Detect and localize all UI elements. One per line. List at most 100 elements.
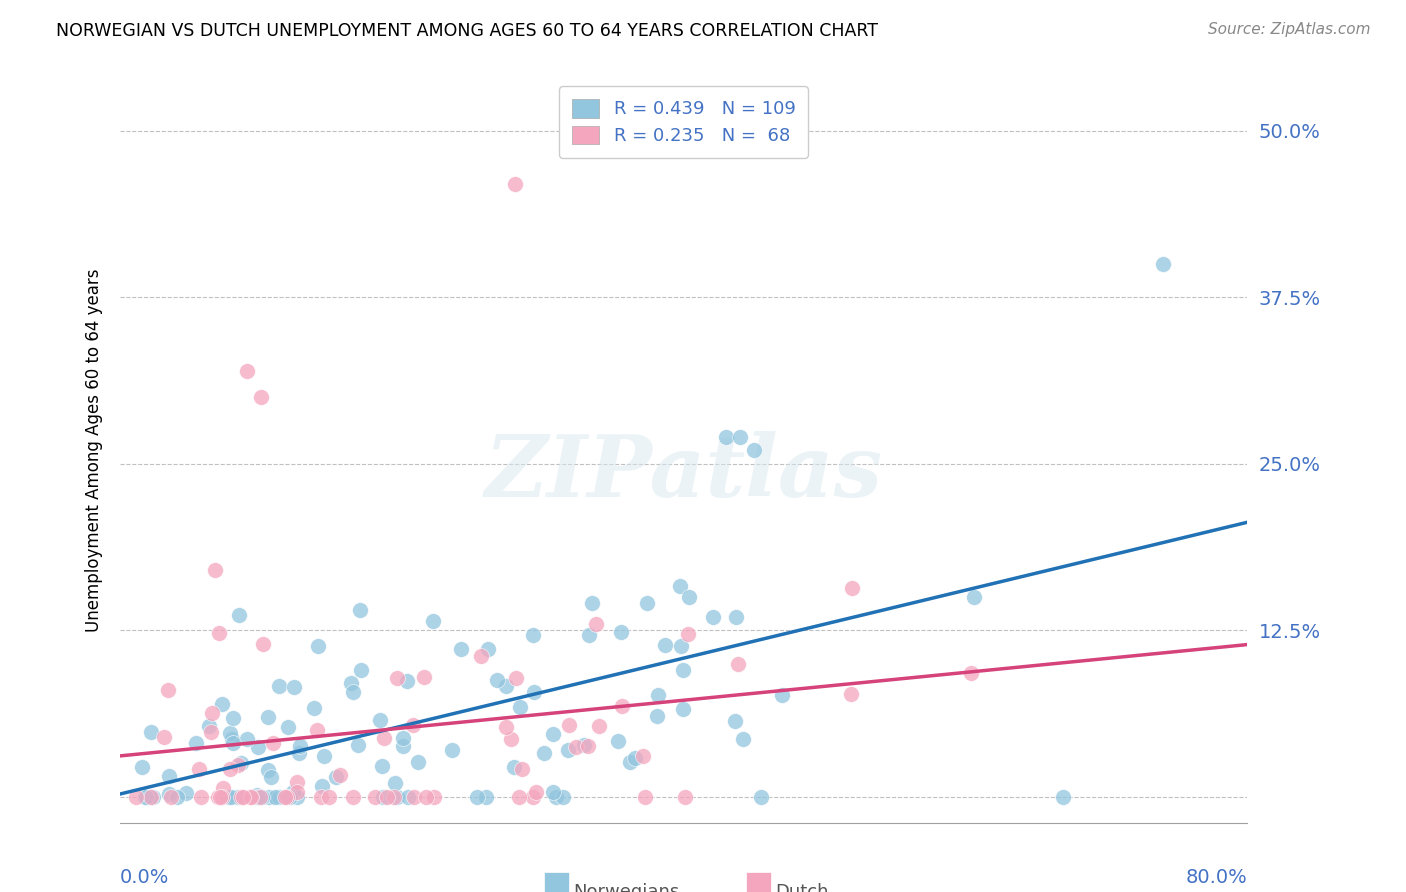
Point [318,789,340,804]
Point [212,780,235,795]
Point [1052,789,1074,804]
Point [505,671,527,685]
Point [236,731,259,746]
Point [153,730,176,744]
Point [135,789,157,804]
Point [565,739,588,754]
Point [218,762,240,776]
Point [276,789,298,804]
Point [495,679,517,693]
Point [546,789,568,804]
Point [636,596,658,610]
Point [228,608,250,623]
Point [246,788,269,802]
Point [654,638,676,652]
Point [373,789,395,804]
Point [581,596,603,610]
Point [264,789,287,804]
Point [645,708,668,723]
Point [959,665,981,680]
Point [647,689,669,703]
Point [495,720,517,734]
Point [375,789,398,804]
Point [342,789,364,804]
Point [246,739,269,754]
Point [190,789,212,804]
Point [211,789,233,804]
Point [208,789,231,804]
Point [672,663,695,677]
Point [373,731,395,746]
Point [208,626,231,640]
Text: 80.0%: 80.0% [1185,868,1247,888]
Text: Source: ZipAtlas.com: Source: ZipAtlas.com [1208,22,1371,37]
Point [278,789,301,804]
Point [201,706,224,720]
Y-axis label: Unemployment Among Ages 60 to 64 years: Unemployment Among Ages 60 to 64 years [86,268,103,632]
Point [157,768,180,782]
Point [371,758,394,772]
Point [329,768,352,782]
Point [576,739,599,753]
Point [385,671,408,685]
Point [174,786,197,800]
Point [134,789,156,804]
Point [702,610,724,624]
Point [229,756,252,771]
Point [347,738,370,752]
Point [742,443,765,458]
Point [588,719,610,733]
Text: 0.0%: 0.0% [120,868,169,888]
Point [609,625,631,640]
Point [239,789,262,804]
Point [139,789,162,804]
Point [257,789,280,804]
Point [508,789,530,804]
Point [385,789,408,804]
Point [250,789,273,804]
Point [342,685,364,699]
Bar [745,872,770,892]
Point [160,789,183,804]
Point [262,736,284,750]
Point [558,718,581,732]
Point [672,701,695,715]
Point [523,684,546,698]
Point [533,746,555,760]
Text: NORWEGIAN VS DUTCH UNEMPLOYMENT AMONG AGES 60 TO 64 YEARS CORRELATION CHART: NORWEGIAN VS DUTCH UNEMPLOYMENT AMONG AG… [56,22,879,40]
Point [236,363,259,377]
Point [307,639,329,653]
Point [239,789,262,804]
Point [257,764,280,778]
Point [499,732,522,747]
Point [267,789,290,804]
Point [724,714,747,729]
Point [222,711,245,725]
Point [396,789,419,804]
Point [187,762,209,776]
Point [277,720,299,734]
Point [274,789,297,804]
Point [510,762,533,776]
Point [156,683,179,698]
Point [678,626,700,640]
Point [382,789,405,804]
Point [302,700,325,714]
Point [770,688,793,702]
Point [368,714,391,728]
Point [250,390,273,404]
Point [541,726,564,740]
Point [841,581,863,595]
Point [524,785,547,799]
Point [311,779,333,793]
Point [415,789,437,804]
Point [678,590,700,604]
Legend: R = 0.439   N = 109, R = 0.235   N =  68: R = 0.439 N = 109, R = 0.235 N = 68 [560,87,808,158]
Point [325,770,347,784]
Point [218,726,240,740]
Point [395,673,418,688]
Point [219,789,242,804]
Point [125,789,148,804]
Point [557,743,579,757]
Point [413,670,436,684]
